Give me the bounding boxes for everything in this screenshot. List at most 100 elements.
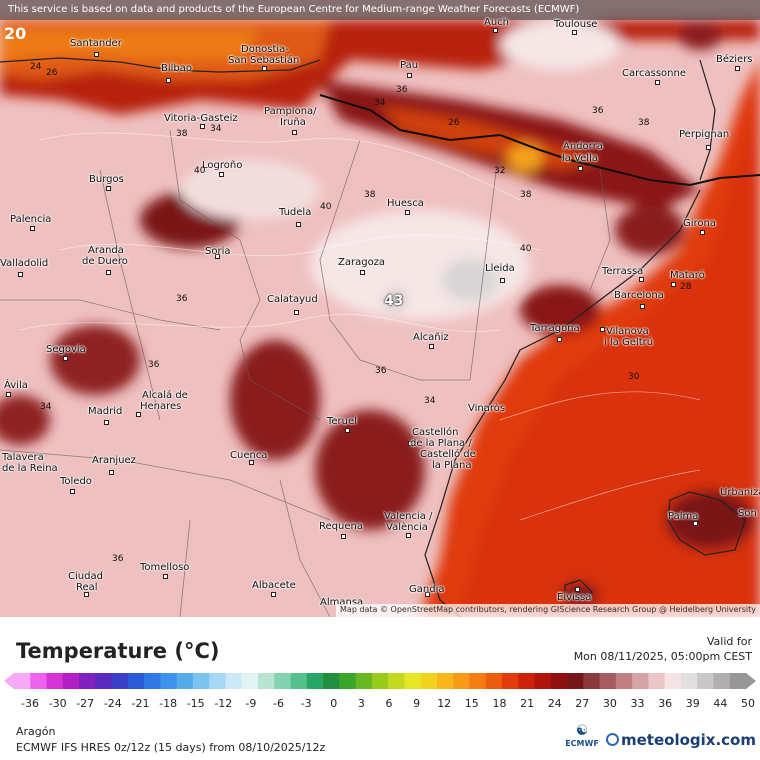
city-label[interactable]: Albacete [252, 580, 296, 591]
city-label[interactable]: Castelló de [420, 449, 476, 460]
temperature-map[interactable]: This service is based on data and produc… [0, 0, 760, 617]
city-marker[interactable] [407, 73, 412, 78]
city-label[interactable]: Andorra [563, 141, 603, 152]
city-label[interactable]: Terrassa [602, 266, 644, 277]
city-label[interactable]: Calatayud [267, 294, 318, 305]
city-marker[interactable] [106, 186, 111, 191]
city-marker[interactable] [70, 489, 75, 494]
city-marker[interactable] [500, 278, 505, 283]
city-marker[interactable] [6, 392, 11, 397]
city-marker[interactable] [493, 28, 498, 33]
city-label[interactable]: Burgos [89, 174, 124, 185]
city-label[interactable]: Vinaròs [468, 403, 506, 414]
city-marker[interactable] [557, 337, 562, 342]
city-marker[interactable] [30, 226, 35, 231]
city-marker[interactable] [575, 587, 580, 592]
city-marker[interactable] [249, 460, 254, 465]
city-marker[interactable] [136, 412, 141, 417]
city-marker[interactable] [735, 66, 740, 71]
city-label[interactable]: Mataró [670, 270, 705, 281]
city-label[interactable]: Aranjuez [92, 455, 136, 466]
city-marker[interactable] [360, 270, 365, 275]
meteologix-logo[interactable]: meteologix.com [606, 731, 756, 749]
city-label[interactable]: Eivissa [557, 592, 592, 603]
city-label[interactable]: Valencia / [384, 511, 433, 522]
city-marker[interactable] [572, 30, 577, 35]
city-label[interactable]: Toledo [60, 476, 92, 487]
city-label[interactable]: Vilanova [606, 326, 649, 337]
city-marker[interactable] [406, 533, 411, 538]
city-label[interactable]: Auch [484, 17, 510, 28]
city-label[interactable]: Bilbao [161, 63, 193, 74]
city-label[interactable]: Urbanización [720, 487, 760, 498]
city-label[interactable]: Iruña [280, 117, 306, 128]
city-label[interactable]: Requena [319, 521, 363, 532]
city-marker[interactable] [484, 406, 489, 411]
city-marker[interactable] [600, 327, 605, 332]
city-label[interactable]: Palencia [10, 214, 52, 225]
city-label[interactable]: Almansa [320, 597, 364, 608]
city-marker[interactable] [655, 80, 660, 85]
city-label[interactable]: Pau [400, 60, 419, 71]
city-marker[interactable] [271, 592, 276, 597]
city-label[interactable]: Castellón [412, 427, 459, 438]
city-label[interactable]: Santander [70, 38, 122, 49]
city-marker[interactable] [578, 166, 583, 171]
city-label[interactable]: Real [76, 582, 98, 593]
city-marker[interactable] [262, 66, 267, 71]
city-label[interactable]: Talavera [2, 452, 44, 463]
city-label[interactable]: Segovia [46, 344, 86, 355]
city-label[interactable]: Huesca [387, 198, 424, 209]
city-label[interactable]: Ávila [4, 380, 28, 391]
city-label[interactable]: Gandia [409, 584, 445, 595]
city-marker[interactable] [408, 441, 413, 446]
city-marker[interactable] [18, 272, 23, 277]
city-label[interactable]: Girona [683, 218, 717, 229]
city-label[interactable]: Pamplona/ [264, 106, 317, 117]
city-marker[interactable] [296, 222, 301, 227]
city-label[interactable]: Perpignan [679, 129, 730, 140]
city-label[interactable]: Béziers [716, 54, 753, 65]
city-marker[interactable] [700, 230, 705, 235]
city-marker[interactable] [341, 534, 346, 539]
city-marker[interactable] [425, 592, 430, 597]
city-marker[interactable] [693, 521, 698, 526]
city-marker[interactable] [640, 304, 645, 309]
city-label[interactable]: Tomelloso [140, 562, 190, 573]
city-label[interactable]: Zaragoza [338, 257, 386, 268]
city-label[interactable]: València [386, 522, 428, 533]
city-marker[interactable] [671, 282, 676, 287]
city-label[interactable]: de la Reina [2, 463, 58, 474]
city-label[interactable]: Cuenca [230, 450, 268, 461]
city-marker[interactable] [109, 470, 114, 475]
city-label[interactable]: de la Plana / [410, 438, 472, 449]
city-marker[interactable] [104, 420, 109, 425]
city-label[interactable]: Donostia- [241, 44, 289, 55]
city-marker[interactable] [219, 172, 224, 177]
city-label[interactable]: Lleida [485, 263, 515, 274]
city-label[interactable]: de Duero [82, 256, 128, 267]
city-label[interactable]: Palma [668, 511, 699, 522]
city-marker[interactable] [166, 78, 171, 83]
ecmwf-logo[interactable]: ☯ ECMWF [562, 723, 602, 755]
city-label[interactable]: Vitoria-Gasteiz [164, 113, 238, 124]
city-marker[interactable] [292, 130, 297, 135]
city-marker[interactable] [163, 574, 168, 579]
city-marker[interactable] [639, 277, 644, 282]
city-label[interactable]: Barcelona [614, 290, 664, 301]
city-label[interactable]: Ciudad [68, 571, 103, 582]
city-label[interactable]: Valladolid [0, 258, 49, 269]
city-label[interactable]: Tudela [279, 207, 312, 218]
city-marker[interactable] [215, 254, 220, 259]
city-marker[interactable] [429, 344, 434, 349]
city-label[interactable]: Soria [205, 246, 231, 257]
city-label[interactable]: Aranda [88, 245, 124, 256]
city-marker[interactable] [294, 310, 299, 315]
city-label[interactable]: Son [738, 508, 757, 519]
city-label[interactable]: la Plana [432, 460, 472, 471]
city-marker[interactable] [405, 210, 410, 215]
city-label[interactable]: Teruel [327, 416, 357, 427]
city-label[interactable]: Alcalá de [142, 390, 188, 401]
city-label[interactable]: Logroño [202, 160, 243, 171]
city-marker[interactable] [84, 592, 89, 597]
